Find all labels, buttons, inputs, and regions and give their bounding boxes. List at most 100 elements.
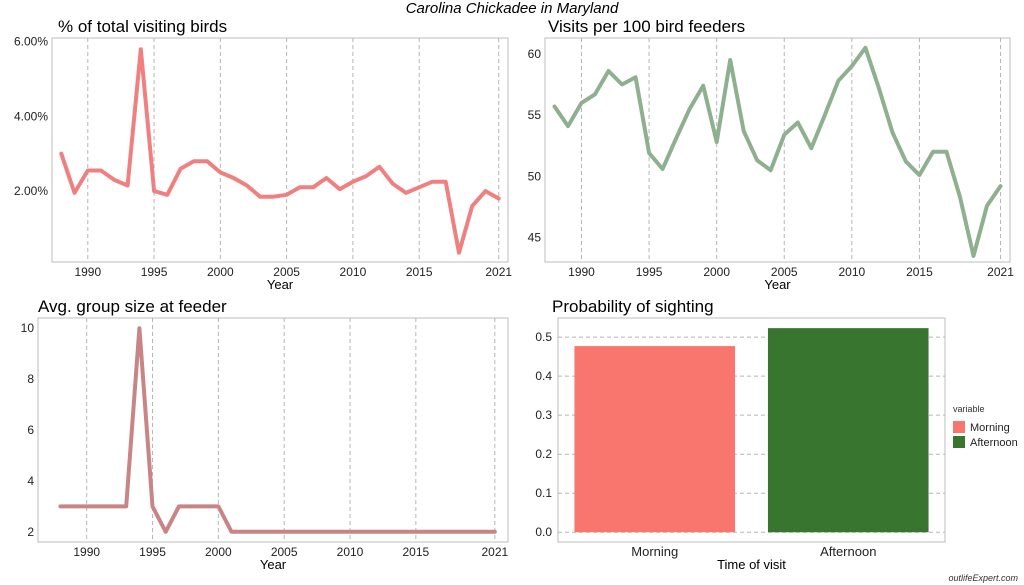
y-tick-label: 2 [27,525,34,539]
x-tick-label: 2021 [485,265,512,279]
x-tick-label: 1990 [74,265,101,279]
data-point [219,171,222,174]
y-tick-label: 2.00% [14,184,48,198]
data-point [905,160,907,163]
y-tick-label: 0.1 [535,486,552,500]
x-axis-label: Year [267,277,294,292]
data-point [285,194,288,196]
legend-title: variable [953,404,985,414]
y-tick-label: 50 [528,169,542,183]
data-point [959,196,961,198]
data-point [125,505,128,508]
y-tick-label: 0.0 [535,525,552,539]
data-point [166,194,169,196]
y-tick-label: 6 [27,423,34,437]
data-point [230,531,233,533]
data-point [375,531,378,533]
x-tick-label: 1995 [636,265,663,279]
y-tick-label: 0.2 [535,447,552,461]
data-point [428,531,430,533]
data-point [945,151,948,153]
data-point [391,182,394,185]
x-tick-label: 2015 [906,265,933,279]
data-point [729,59,731,61]
x-tick-label: 2021 [987,265,1014,279]
y-tick-label: 55 [528,108,542,122]
bar-afternoon [767,328,929,533]
x-tick-label: 2000 [205,545,232,559]
x-tick-label: 2010 [838,265,865,279]
data-point [405,192,407,194]
data-point [112,505,114,508]
data-point [688,108,691,110]
data-point [444,180,447,183]
data-point [715,141,718,143]
data-point [296,531,299,533]
data-point [594,93,596,96]
x-tick-label: 2010 [337,545,364,559]
x-tick-label: Morning [631,544,678,559]
data-point [837,80,840,82]
x-axis-label: Time of visit [717,557,786,572]
data-point [59,505,62,508]
panel-title: % of total visiting birds [58,17,227,36]
data-point [325,177,328,179]
data-point [864,46,867,49]
data-point [99,505,101,508]
legend-swatch [953,436,965,448]
data-point [164,531,167,533]
data-point [702,84,704,87]
x-tick-label: 2000 [207,265,234,279]
x-tick-label: 2005 [771,265,798,279]
data-point [607,70,610,72]
data-point [338,188,341,190]
y-tick-label: 45 [528,231,542,245]
x-tick-label: 2021 [481,545,508,559]
y-tick-label: 6.00% [14,35,48,49]
data-point [918,174,921,176]
data-point [418,186,420,189]
x-tick-label: 2000 [703,265,730,279]
data-point [140,48,142,50]
y-tick-label: 0.3 [535,408,552,422]
data-point [458,251,460,254]
data-point [567,125,569,127]
data-point [193,160,195,162]
series-line [552,45,1003,258]
data-point [72,505,75,508]
data-point [113,179,116,181]
data-point [810,147,813,149]
data-point [454,531,457,533]
data-point [484,190,487,192]
data-point [243,531,246,533]
data-point [661,168,664,170]
data-point [270,531,272,533]
figure-title: Carolina Chickadee in Maryland [405,0,619,17]
data-point [648,152,650,154]
data-point [497,197,500,200]
data-point [232,177,235,179]
data-point [259,195,261,198]
data-point [100,169,102,172]
data-point [401,531,404,533]
panel-title: Avg. group size at feeder [38,297,227,316]
data-point [191,505,193,508]
data-point [362,531,364,533]
y-tick-label: 8 [27,372,34,386]
data-point [153,190,155,192]
legend-label: Afternoon [970,437,1018,449]
y-tick-label: 0.4 [535,369,552,383]
x-tick-label: 2010 [340,265,367,279]
data-point [378,166,381,168]
data-point [972,255,975,257]
data-point [309,531,312,533]
data-point [151,505,154,508]
data-point [206,160,208,162]
data-point [553,105,556,108]
data-point [480,531,483,533]
x-axis-label: Year [260,557,287,572]
x-tick-label: Afternoon [820,544,876,559]
data-point [580,102,583,104]
